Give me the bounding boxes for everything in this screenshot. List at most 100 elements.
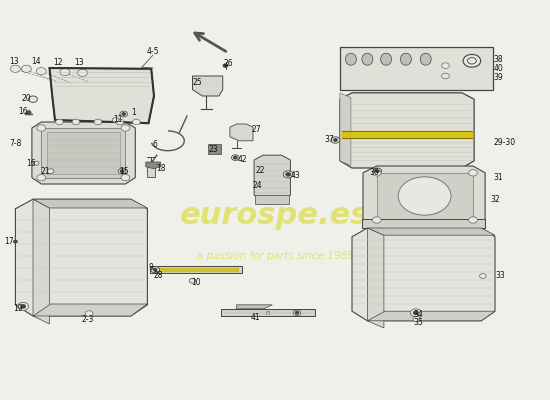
Circle shape	[94, 119, 102, 125]
Circle shape	[286, 173, 290, 176]
Text: 20: 20	[21, 94, 31, 103]
Polygon shape	[147, 164, 155, 177]
Polygon shape	[33, 304, 147, 316]
Text: 35: 35	[413, 318, 423, 327]
Polygon shape	[377, 173, 473, 220]
Circle shape	[18, 302, 29, 310]
Circle shape	[72, 119, 80, 125]
Text: 1: 1	[131, 108, 135, 117]
Text: 22: 22	[256, 166, 266, 174]
Polygon shape	[41, 128, 125, 178]
Ellipse shape	[381, 53, 392, 65]
Circle shape	[480, 274, 486, 278]
Circle shape	[47, 169, 54, 174]
Circle shape	[121, 174, 130, 181]
Polygon shape	[150, 266, 242, 273]
Circle shape	[234, 156, 237, 159]
Circle shape	[26, 111, 31, 114]
Text: 37: 37	[324, 135, 334, 144]
Text: 17: 17	[4, 237, 14, 246]
Circle shape	[112, 118, 119, 122]
Circle shape	[293, 310, 301, 316]
Text: 4-5: 4-5	[147, 47, 159, 56]
Circle shape	[78, 69, 87, 76]
Text: 13: 13	[74, 58, 84, 67]
Circle shape	[37, 174, 46, 181]
Polygon shape	[192, 76, 223, 96]
Circle shape	[442, 73, 449, 79]
Text: 6: 6	[153, 140, 157, 149]
Circle shape	[37, 125, 46, 131]
Text: 38: 38	[493, 55, 503, 64]
Polygon shape	[363, 166, 485, 227]
Polygon shape	[340, 47, 493, 90]
Circle shape	[331, 137, 340, 143]
Polygon shape	[33, 199, 147, 208]
Text: 23: 23	[208, 145, 218, 154]
Polygon shape	[47, 132, 120, 174]
Text: 41: 41	[250, 314, 260, 322]
Polygon shape	[146, 162, 161, 169]
Circle shape	[463, 54, 481, 67]
Text: eurospe.es: eurospe.es	[180, 202, 370, 230]
Circle shape	[116, 119, 124, 125]
Circle shape	[413, 316, 421, 322]
Text: 26: 26	[224, 60, 234, 68]
Circle shape	[34, 161, 39, 165]
Circle shape	[283, 171, 293, 178]
Polygon shape	[254, 155, 290, 200]
Text: 34: 34	[413, 310, 423, 319]
Polygon shape	[221, 309, 315, 316]
Text: 25: 25	[192, 78, 202, 87]
Polygon shape	[340, 93, 474, 168]
Text: 29-30: 29-30	[494, 138, 516, 147]
Text: 9: 9	[148, 263, 153, 272]
Circle shape	[56, 119, 63, 125]
Circle shape	[118, 168, 126, 174]
Text: 16: 16	[18, 108, 28, 116]
Circle shape	[410, 309, 421, 317]
Text: 19: 19	[13, 304, 23, 313]
Circle shape	[373, 168, 382, 174]
Circle shape	[120, 170, 124, 172]
Polygon shape	[362, 219, 485, 228]
Circle shape	[468, 58, 476, 64]
Polygon shape	[255, 195, 289, 204]
Text: 15: 15	[119, 167, 129, 176]
Polygon shape	[33, 199, 50, 324]
Circle shape	[376, 170, 379, 172]
Circle shape	[398, 177, 451, 215]
Circle shape	[223, 64, 228, 67]
Text: 10: 10	[191, 278, 201, 287]
Text: 32: 32	[490, 196, 500, 204]
Polygon shape	[15, 199, 147, 316]
Circle shape	[334, 139, 337, 141]
Circle shape	[372, 217, 381, 223]
Circle shape	[153, 268, 157, 271]
Circle shape	[21, 305, 25, 308]
Text: 11: 11	[113, 116, 123, 124]
Circle shape	[10, 65, 20, 72]
Text: 33: 33	[496, 271, 505, 280]
Text: 42: 42	[237, 155, 247, 164]
Circle shape	[60, 68, 70, 76]
Circle shape	[232, 155, 239, 160]
Text: 28: 28	[153, 272, 163, 280]
Text: 18: 18	[156, 164, 166, 173]
Polygon shape	[352, 228, 495, 321]
Ellipse shape	[345, 53, 356, 65]
Text: 31: 31	[493, 174, 503, 182]
Circle shape	[133, 119, 140, 125]
Circle shape	[122, 113, 125, 115]
Circle shape	[151, 266, 160, 273]
Circle shape	[372, 170, 381, 176]
Circle shape	[189, 278, 196, 283]
Text: 43: 43	[291, 171, 301, 180]
Polygon shape	[340, 93, 351, 166]
Text: a passion for parts since 1985: a passion for parts since 1985	[197, 251, 353, 261]
Circle shape	[121, 125, 130, 131]
Text: 16: 16	[26, 159, 36, 168]
Text: 7-8: 7-8	[9, 139, 21, 148]
Ellipse shape	[362, 53, 373, 65]
Circle shape	[414, 311, 418, 314]
